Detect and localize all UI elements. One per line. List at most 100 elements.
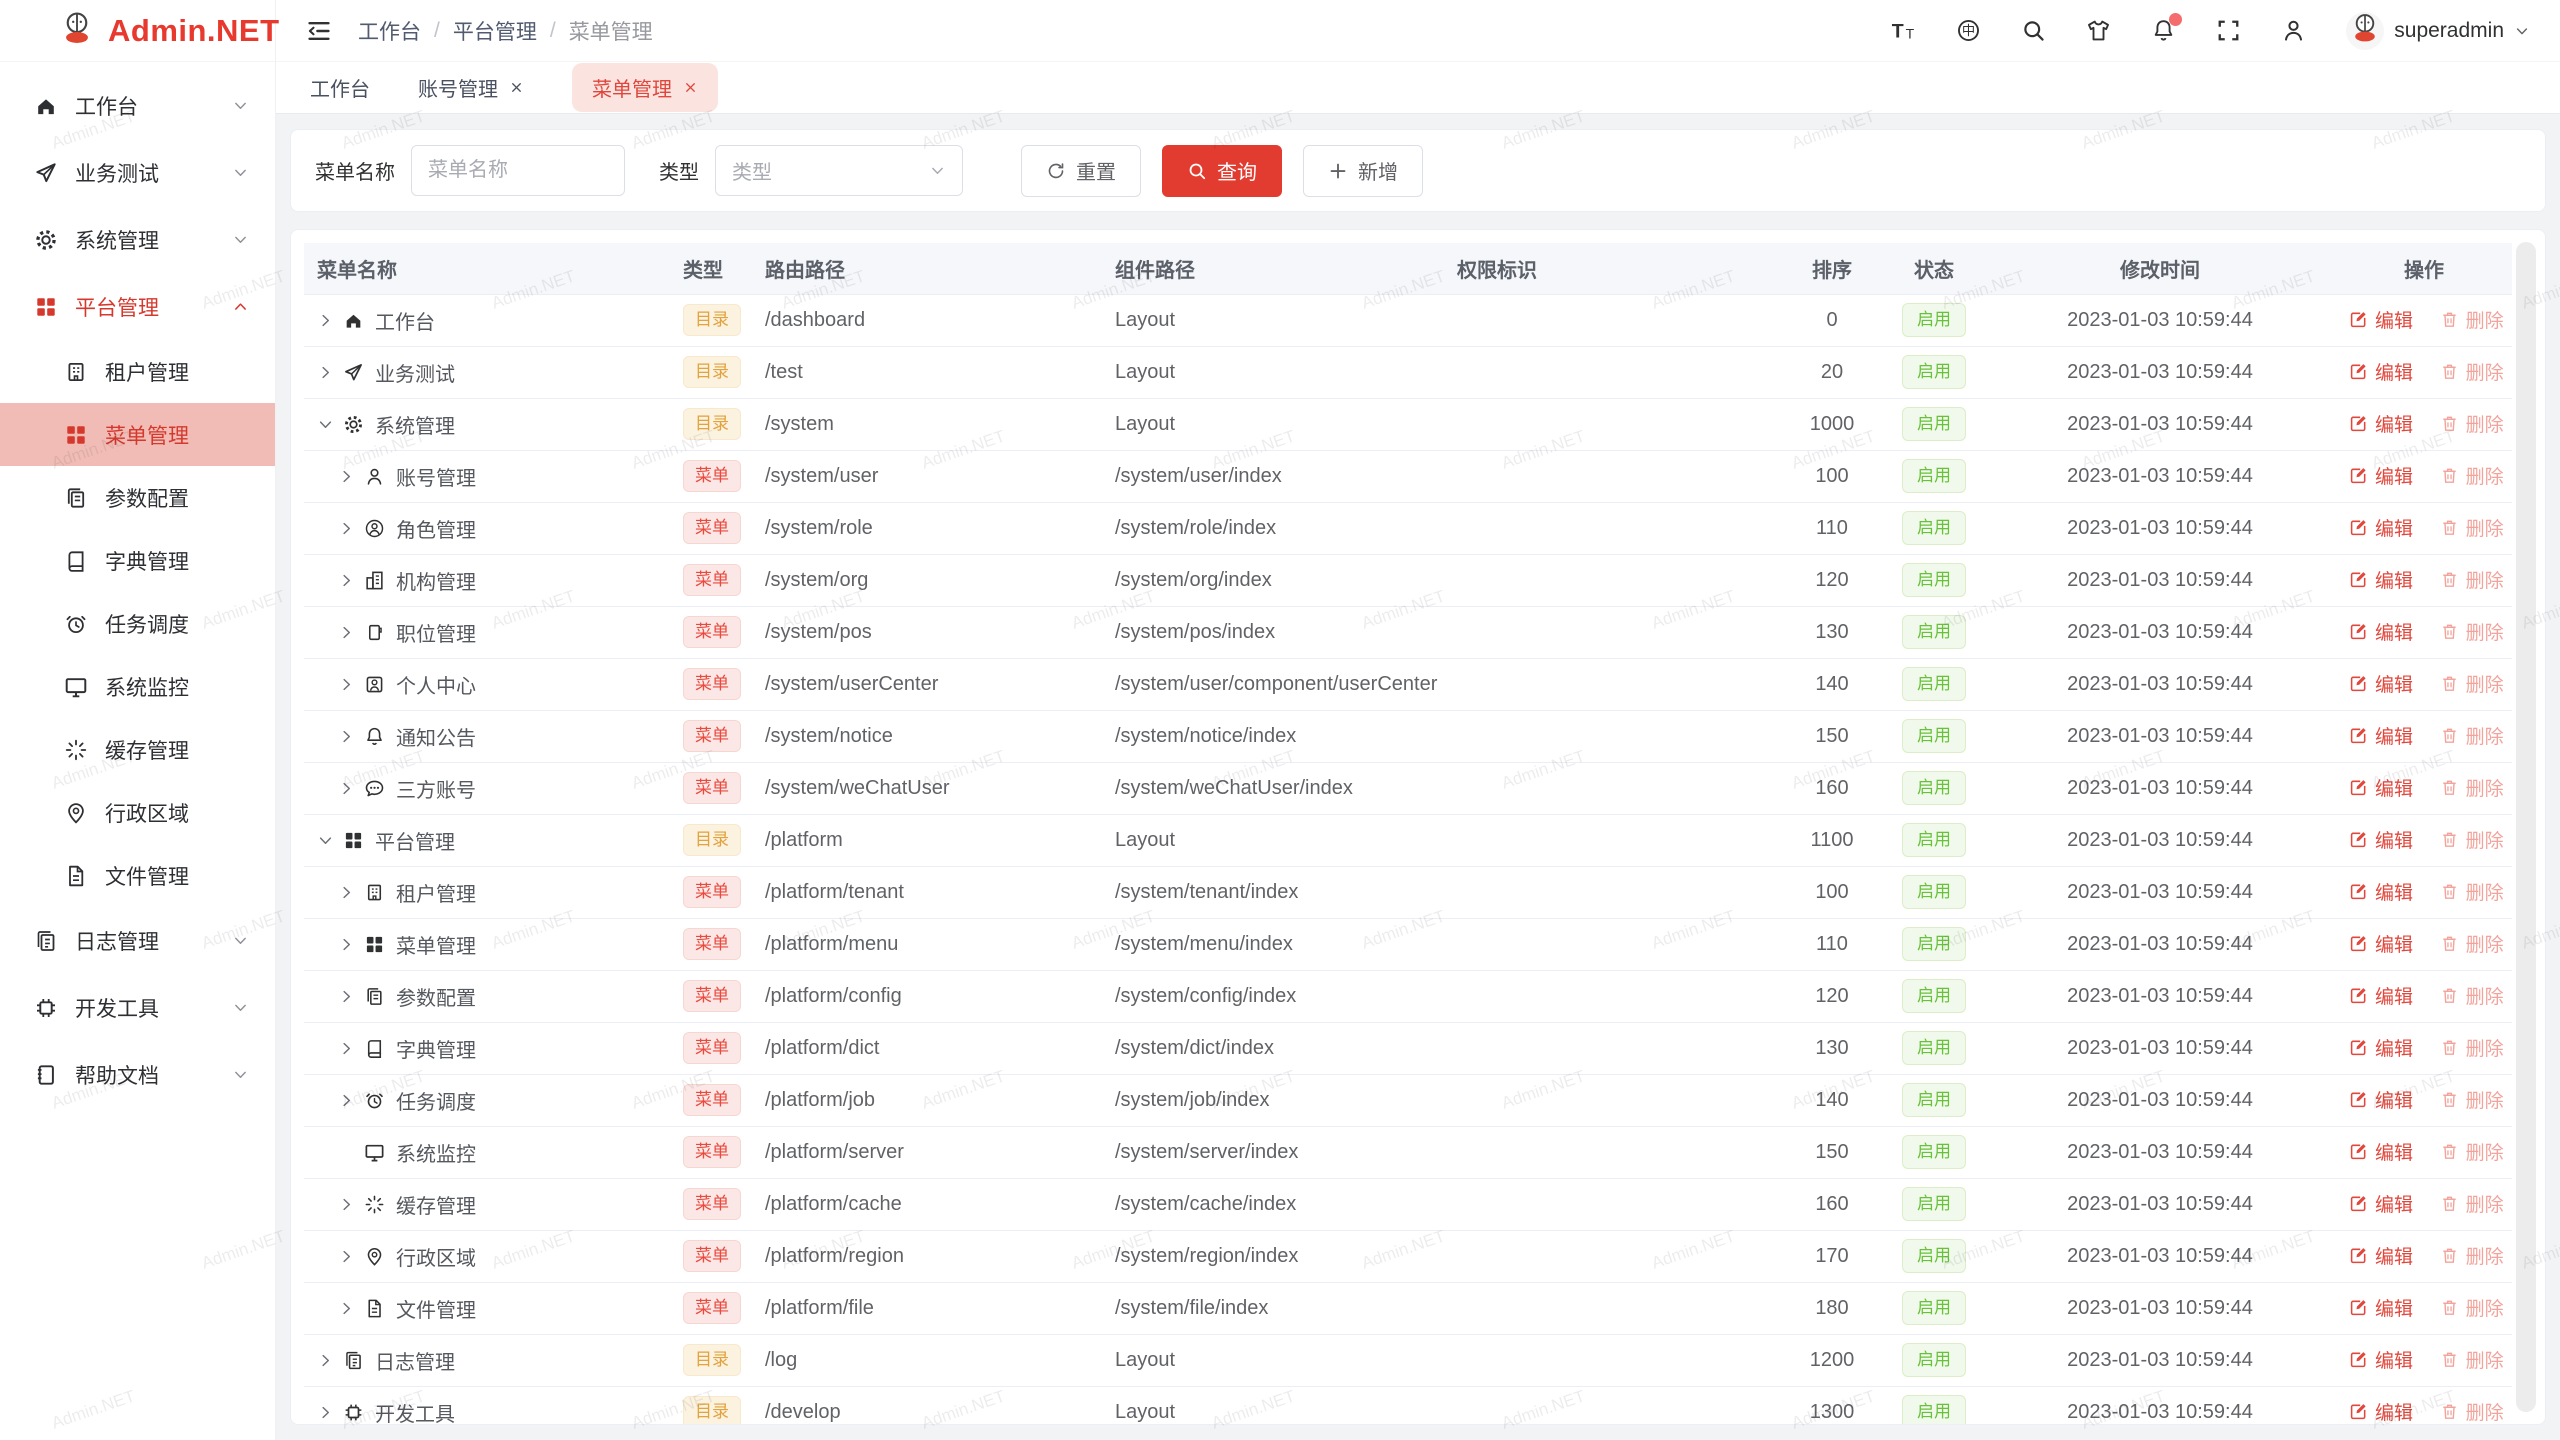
sidebar-item-4[interactable]: 租户管理 bbox=[0, 340, 275, 403]
edit-button[interactable]: 编辑 bbox=[2349, 462, 2413, 489]
sidebar-item-12[interactable]: 文件管理 bbox=[0, 844, 275, 907]
add-button[interactable]: 新增 bbox=[1303, 144, 1423, 197]
delete-button[interactable]: 删除 bbox=[2440, 1190, 2504, 1217]
caret-right-icon[interactable] bbox=[338, 728, 364, 745]
edit-button[interactable]: 编辑 bbox=[2349, 670, 2413, 697]
table-row-1[interactable]: 业务测试 目录 /test Layout 20 启用 2023-01-03 10… bbox=[304, 346, 2512, 399]
app-logo[interactable]: Admin.NET bbox=[0, 0, 279, 62]
caret-right-icon[interactable] bbox=[338, 988, 364, 1005]
sidebar-item-2[interactable]: 系统管理 bbox=[0, 206, 275, 273]
edit-button[interactable]: 编辑 bbox=[2349, 1242, 2413, 1269]
delete-button[interactable]: 删除 bbox=[2440, 930, 2504, 957]
sidebar-item-1[interactable]: 业务测试 bbox=[0, 139, 275, 206]
edit-button[interactable]: 编辑 bbox=[2349, 410, 2413, 437]
caret-right-icon[interactable] bbox=[338, 624, 364, 641]
table-row-18[interactable]: 行政区域 菜单 /platform/region /system/region/… bbox=[304, 1230, 2512, 1283]
table-row-14[interactable]: 字典管理 菜单 /platform/dict /system/dict/inde… bbox=[304, 1022, 2512, 1075]
search-icon[interactable] bbox=[2021, 18, 2046, 43]
table-row-2[interactable]: 系统管理 目录 /system Layout 1000 启用 2023-01-0… bbox=[304, 398, 2512, 451]
notification-icon[interactable] bbox=[2151, 13, 2183, 43]
caret-down-icon[interactable] bbox=[317, 832, 343, 849]
sidebar-item-14[interactable]: 开发工具 bbox=[0, 974, 275, 1041]
delete-button[interactable]: 删除 bbox=[2440, 1398, 2504, 1425]
table-row-7[interactable]: 个人中心 菜单 /system/userCenter /system/user/… bbox=[304, 658, 2512, 711]
caret-right-icon[interactable] bbox=[338, 936, 364, 953]
sidebar-item-9[interactable]: 系统监控 bbox=[0, 655, 275, 718]
table-row-0[interactable]: 工作台 目录 /dashboard Layout 0 启用 2023-01-03… bbox=[304, 294, 2512, 347]
table-row-13[interactable]: 参数配置 菜单 /platform/config /system/config/… bbox=[304, 970, 2512, 1023]
delete-button[interactable]: 删除 bbox=[2440, 514, 2504, 541]
caret-right-icon[interactable] bbox=[338, 520, 364, 537]
sidebar-item-3[interactable]: 平台管理 bbox=[0, 273, 275, 340]
table-row-21[interactable]: 开发工具 目录 /develop Layout 1300 启用 2023-01-… bbox=[304, 1386, 2512, 1425]
menu-fold-icon[interactable] bbox=[306, 18, 332, 44]
table-row-12[interactable]: 菜单管理 菜单 /platform/menu /system/menu/inde… bbox=[304, 918, 2512, 971]
delete-button[interactable]: 删除 bbox=[2440, 670, 2504, 697]
delete-button[interactable]: 删除 bbox=[2440, 1294, 2504, 1321]
sidebar-item-6[interactable]: 参数配置 bbox=[0, 466, 275, 529]
sidebar-item-13[interactable]: 日志管理 bbox=[0, 907, 275, 974]
edit-button[interactable]: 编辑 bbox=[2349, 774, 2413, 801]
caret-right-icon[interactable] bbox=[338, 1248, 364, 1265]
delete-button[interactable]: 删除 bbox=[2440, 462, 2504, 489]
delete-button[interactable]: 删除 bbox=[2440, 358, 2504, 385]
edit-button[interactable]: 编辑 bbox=[2349, 514, 2413, 541]
caret-right-icon[interactable] bbox=[338, 780, 364, 797]
caret-right-icon[interactable] bbox=[338, 1196, 364, 1213]
delete-button[interactable]: 删除 bbox=[2440, 1034, 2504, 1061]
caret-right-icon[interactable] bbox=[317, 1404, 343, 1421]
tab-2[interactable]: 菜单管理 bbox=[572, 62, 718, 112]
delete-button[interactable]: 删除 bbox=[2440, 722, 2504, 749]
edit-button[interactable]: 编辑 bbox=[2349, 1294, 2413, 1321]
table-row-10[interactable]: 平台管理 目录 /platform Layout 1100 启用 2023-01… bbox=[304, 814, 2512, 867]
sidebar-item-15[interactable]: 帮助文档 bbox=[0, 1041, 275, 1108]
table-row-11[interactable]: 租户管理 菜单 /platform/tenant /system/tenant/… bbox=[304, 866, 2512, 919]
edit-button[interactable]: 编辑 bbox=[2349, 1086, 2413, 1113]
language-icon[interactable]: 中 bbox=[1956, 18, 1981, 43]
edit-button[interactable]: 编辑 bbox=[2349, 358, 2413, 385]
delete-button[interactable]: 删除 bbox=[2440, 826, 2504, 853]
edit-button[interactable]: 编辑 bbox=[2349, 618, 2413, 645]
delete-button[interactable]: 删除 bbox=[2440, 1086, 2504, 1113]
breadcrumb-item-2[interactable]: 菜单管理 bbox=[568, 20, 653, 44]
edit-button[interactable]: 编辑 bbox=[2349, 982, 2413, 1009]
edit-button[interactable]: 编辑 bbox=[2349, 1190, 2413, 1217]
delete-button[interactable]: 删除 bbox=[2440, 982, 2504, 1009]
edit-button[interactable]: 编辑 bbox=[2349, 826, 2413, 853]
caret-right-icon[interactable] bbox=[338, 1092, 364, 1109]
edit-button[interactable]: 编辑 bbox=[2349, 1138, 2413, 1165]
edit-button[interactable]: 编辑 bbox=[2349, 878, 2413, 905]
user-menu[interactable]: superadmin bbox=[2346, 11, 2530, 50]
caret-right-icon[interactable] bbox=[338, 1300, 364, 1317]
delete-button[interactable]: 删除 bbox=[2440, 878, 2504, 905]
tab-0[interactable]: 工作台 bbox=[310, 73, 370, 102]
caret-right-icon[interactable] bbox=[317, 364, 343, 381]
caret-right-icon[interactable] bbox=[338, 676, 364, 693]
table-row-6[interactable]: 职位管理 菜单 /system/pos /system/pos/index 13… bbox=[304, 606, 2512, 659]
caret-right-icon[interactable] bbox=[338, 884, 364, 901]
breadcrumb-item-1[interactable]: 平台管理 bbox=[452, 20, 537, 44]
table-row-3[interactable]: 账号管理 菜单 /system/user /system/user/index … bbox=[304, 450, 2512, 503]
sidebar-item-8[interactable]: 任务调度 bbox=[0, 592, 275, 655]
table-row-20[interactable]: 日志管理 目录 /log Layout 1200 启用 2023-01-03 1… bbox=[304, 1334, 2512, 1387]
caret-right-icon[interactable] bbox=[338, 572, 364, 589]
table-scrollbar[interactable] bbox=[2516, 242, 2536, 1412]
tab-1[interactable]: 账号管理 bbox=[418, 73, 524, 102]
sidebar-item-10[interactable]: 缓存管理 bbox=[0, 718, 275, 781]
caret-down-icon[interactable] bbox=[317, 416, 343, 433]
breadcrumb-item-0[interactable]: 工作台 bbox=[358, 20, 421, 44]
edit-button[interactable]: 编辑 bbox=[2349, 930, 2413, 957]
table-row-4[interactable]: 角色管理 菜单 /system/role /system/role/index … bbox=[304, 502, 2512, 555]
menu-name-input[interactable] bbox=[411, 145, 625, 196]
edit-button[interactable]: 编辑 bbox=[2349, 1398, 2413, 1425]
delete-button[interactable]: 删除 bbox=[2440, 410, 2504, 437]
sidebar-item-0[interactable]: 工作台 bbox=[0, 72, 275, 139]
profile-icon[interactable] bbox=[2281, 18, 2306, 43]
reset-button[interactable]: 重置 bbox=[1021, 144, 1141, 197]
type-select[interactable]: 类型 bbox=[715, 145, 963, 196]
edit-button[interactable]: 编辑 bbox=[2349, 722, 2413, 749]
fullscreen-icon[interactable] bbox=[2216, 18, 2241, 43]
table-row-17[interactable]: 缓存管理 菜单 /platform/cache /system/cache/in… bbox=[304, 1178, 2512, 1231]
table-row-9[interactable]: 三方账号 菜单 /system/weChatUser /system/weCha… bbox=[304, 762, 2512, 815]
theme-icon[interactable] bbox=[2086, 18, 2111, 43]
